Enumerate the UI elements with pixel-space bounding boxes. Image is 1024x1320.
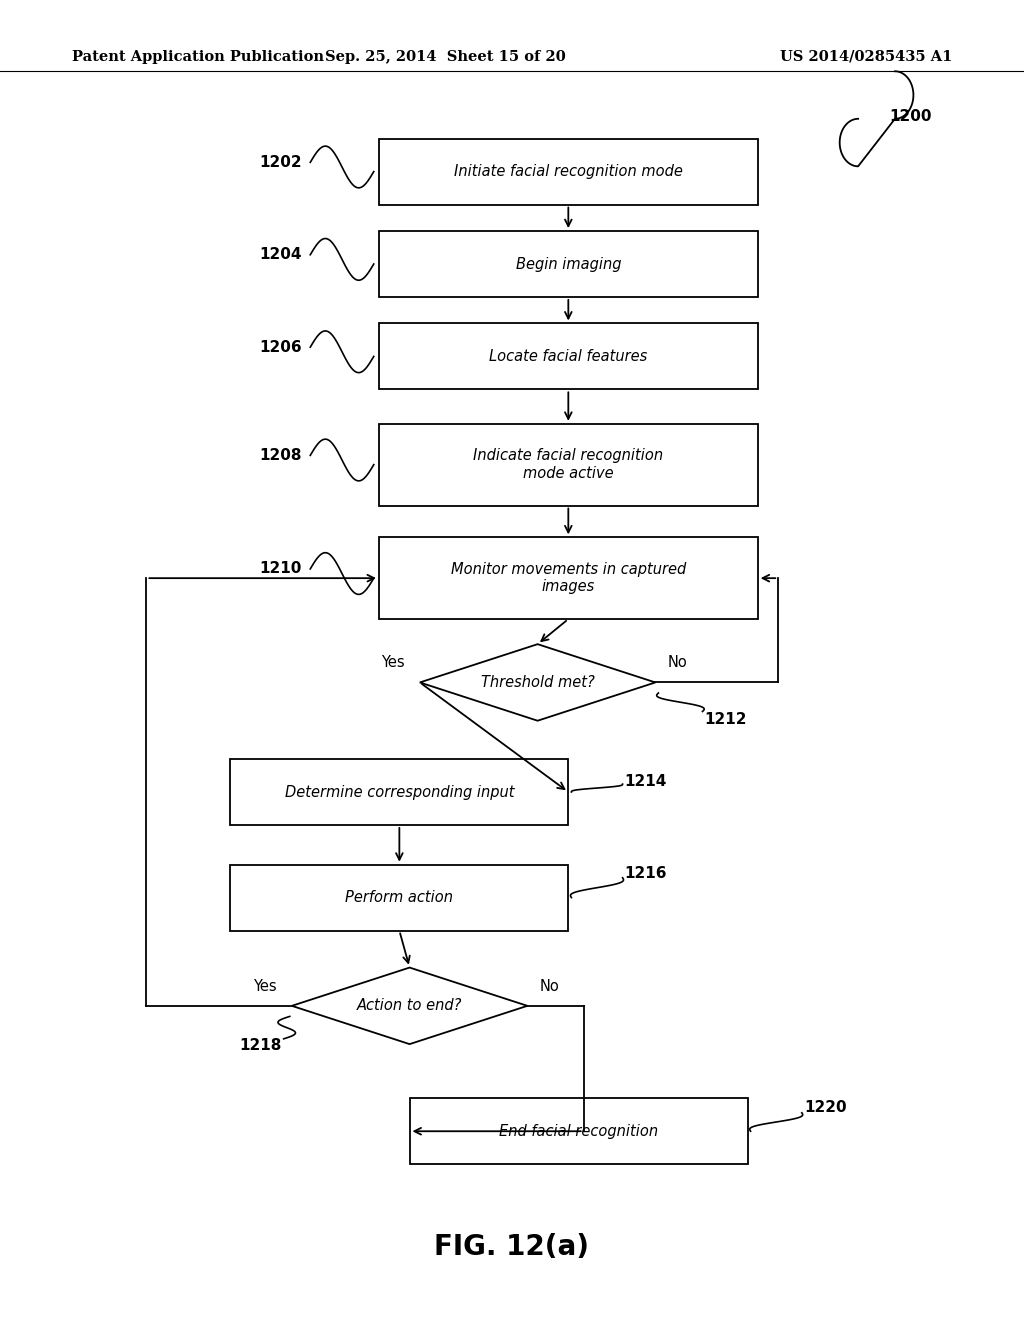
Text: Yes: Yes bbox=[253, 978, 276, 994]
Text: Yes: Yes bbox=[381, 655, 404, 671]
Text: Monitor movements in captured
images: Monitor movements in captured images bbox=[451, 562, 686, 594]
Text: 1218: 1218 bbox=[240, 1038, 282, 1053]
Polygon shape bbox=[292, 968, 527, 1044]
Text: No: No bbox=[668, 655, 687, 671]
Text: 1206: 1206 bbox=[259, 339, 302, 355]
Text: 1212: 1212 bbox=[705, 711, 748, 727]
Polygon shape bbox=[420, 644, 655, 721]
Bar bbox=[379, 139, 758, 205]
Text: Threshold met?: Threshold met? bbox=[480, 675, 595, 690]
Bar bbox=[230, 865, 568, 931]
Text: Sep. 25, 2014  Sheet 15 of 20: Sep. 25, 2014 Sheet 15 of 20 bbox=[325, 50, 566, 63]
Bar bbox=[379, 231, 758, 297]
Text: 1220: 1220 bbox=[804, 1100, 847, 1115]
Text: 1208: 1208 bbox=[259, 447, 302, 463]
Text: 1216: 1216 bbox=[625, 866, 668, 882]
Text: FIG. 12(a): FIG. 12(a) bbox=[434, 1233, 590, 1262]
Text: 1200: 1200 bbox=[889, 108, 932, 124]
Bar bbox=[230, 759, 568, 825]
Text: Action to end?: Action to end? bbox=[357, 998, 462, 1014]
Text: End facial recognition: End facial recognition bbox=[499, 1123, 658, 1139]
Text: Patent Application Publication: Patent Application Publication bbox=[72, 50, 324, 63]
Text: 1210: 1210 bbox=[260, 561, 302, 577]
Text: 1214: 1214 bbox=[625, 774, 667, 789]
Text: Begin imaging: Begin imaging bbox=[515, 256, 622, 272]
Text: Determine corresponding input: Determine corresponding input bbox=[285, 784, 514, 800]
Text: Perform action: Perform action bbox=[345, 890, 454, 906]
Text: Initiate facial recognition mode: Initiate facial recognition mode bbox=[454, 164, 683, 180]
Text: 1204: 1204 bbox=[259, 247, 302, 263]
Text: No: No bbox=[540, 978, 559, 994]
Text: US 2014/0285435 A1: US 2014/0285435 A1 bbox=[780, 50, 952, 63]
Bar bbox=[410, 1098, 748, 1164]
Bar bbox=[379, 537, 758, 619]
Bar bbox=[379, 323, 758, 389]
Text: Locate facial features: Locate facial features bbox=[489, 348, 647, 364]
Text: 1202: 1202 bbox=[259, 154, 302, 170]
Text: Indicate facial recognition
mode active: Indicate facial recognition mode active bbox=[473, 449, 664, 480]
Bar bbox=[379, 424, 758, 506]
